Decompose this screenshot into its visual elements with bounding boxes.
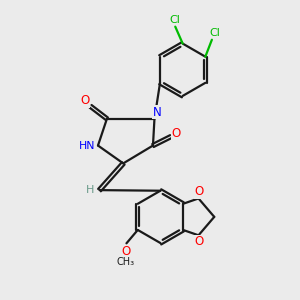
Text: Cl: Cl <box>170 15 181 25</box>
Text: N: N <box>152 106 161 119</box>
Text: H: H <box>86 185 94 195</box>
Text: HN: HN <box>78 140 95 151</box>
Text: O: O <box>172 127 181 140</box>
Text: Cl: Cl <box>209 28 220 38</box>
Text: O: O <box>195 235 204 248</box>
Text: O: O <box>81 94 90 107</box>
Text: CH₃: CH₃ <box>117 257 135 267</box>
Text: O: O <box>121 245 130 258</box>
Text: O: O <box>195 185 204 198</box>
